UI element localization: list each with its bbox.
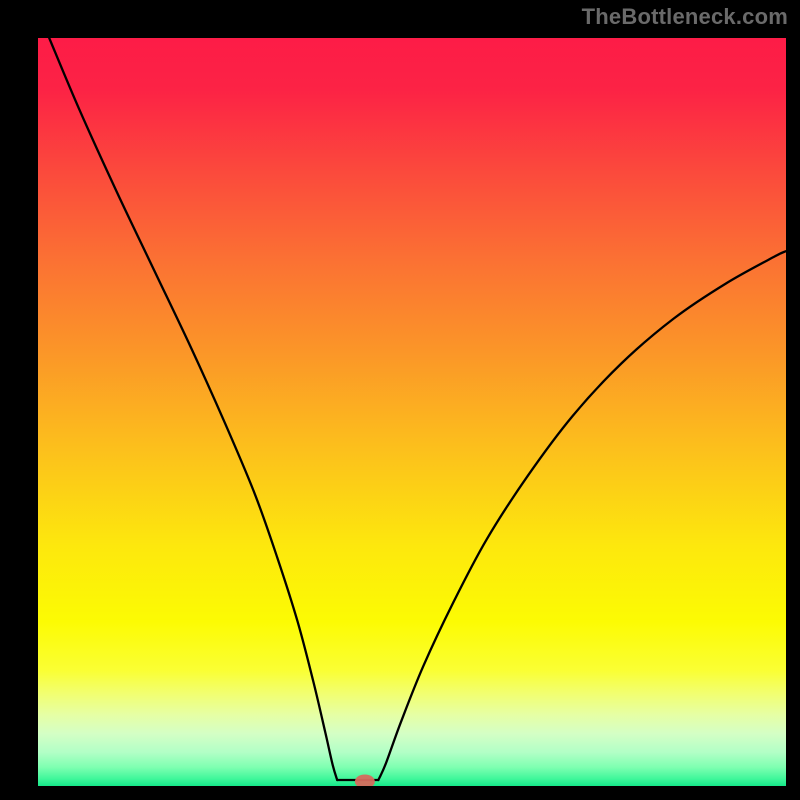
bottleneck-chart [0, 0, 800, 800]
plot-background [38, 38, 786, 786]
watermark-text: TheBottleneck.com [582, 4, 788, 30]
